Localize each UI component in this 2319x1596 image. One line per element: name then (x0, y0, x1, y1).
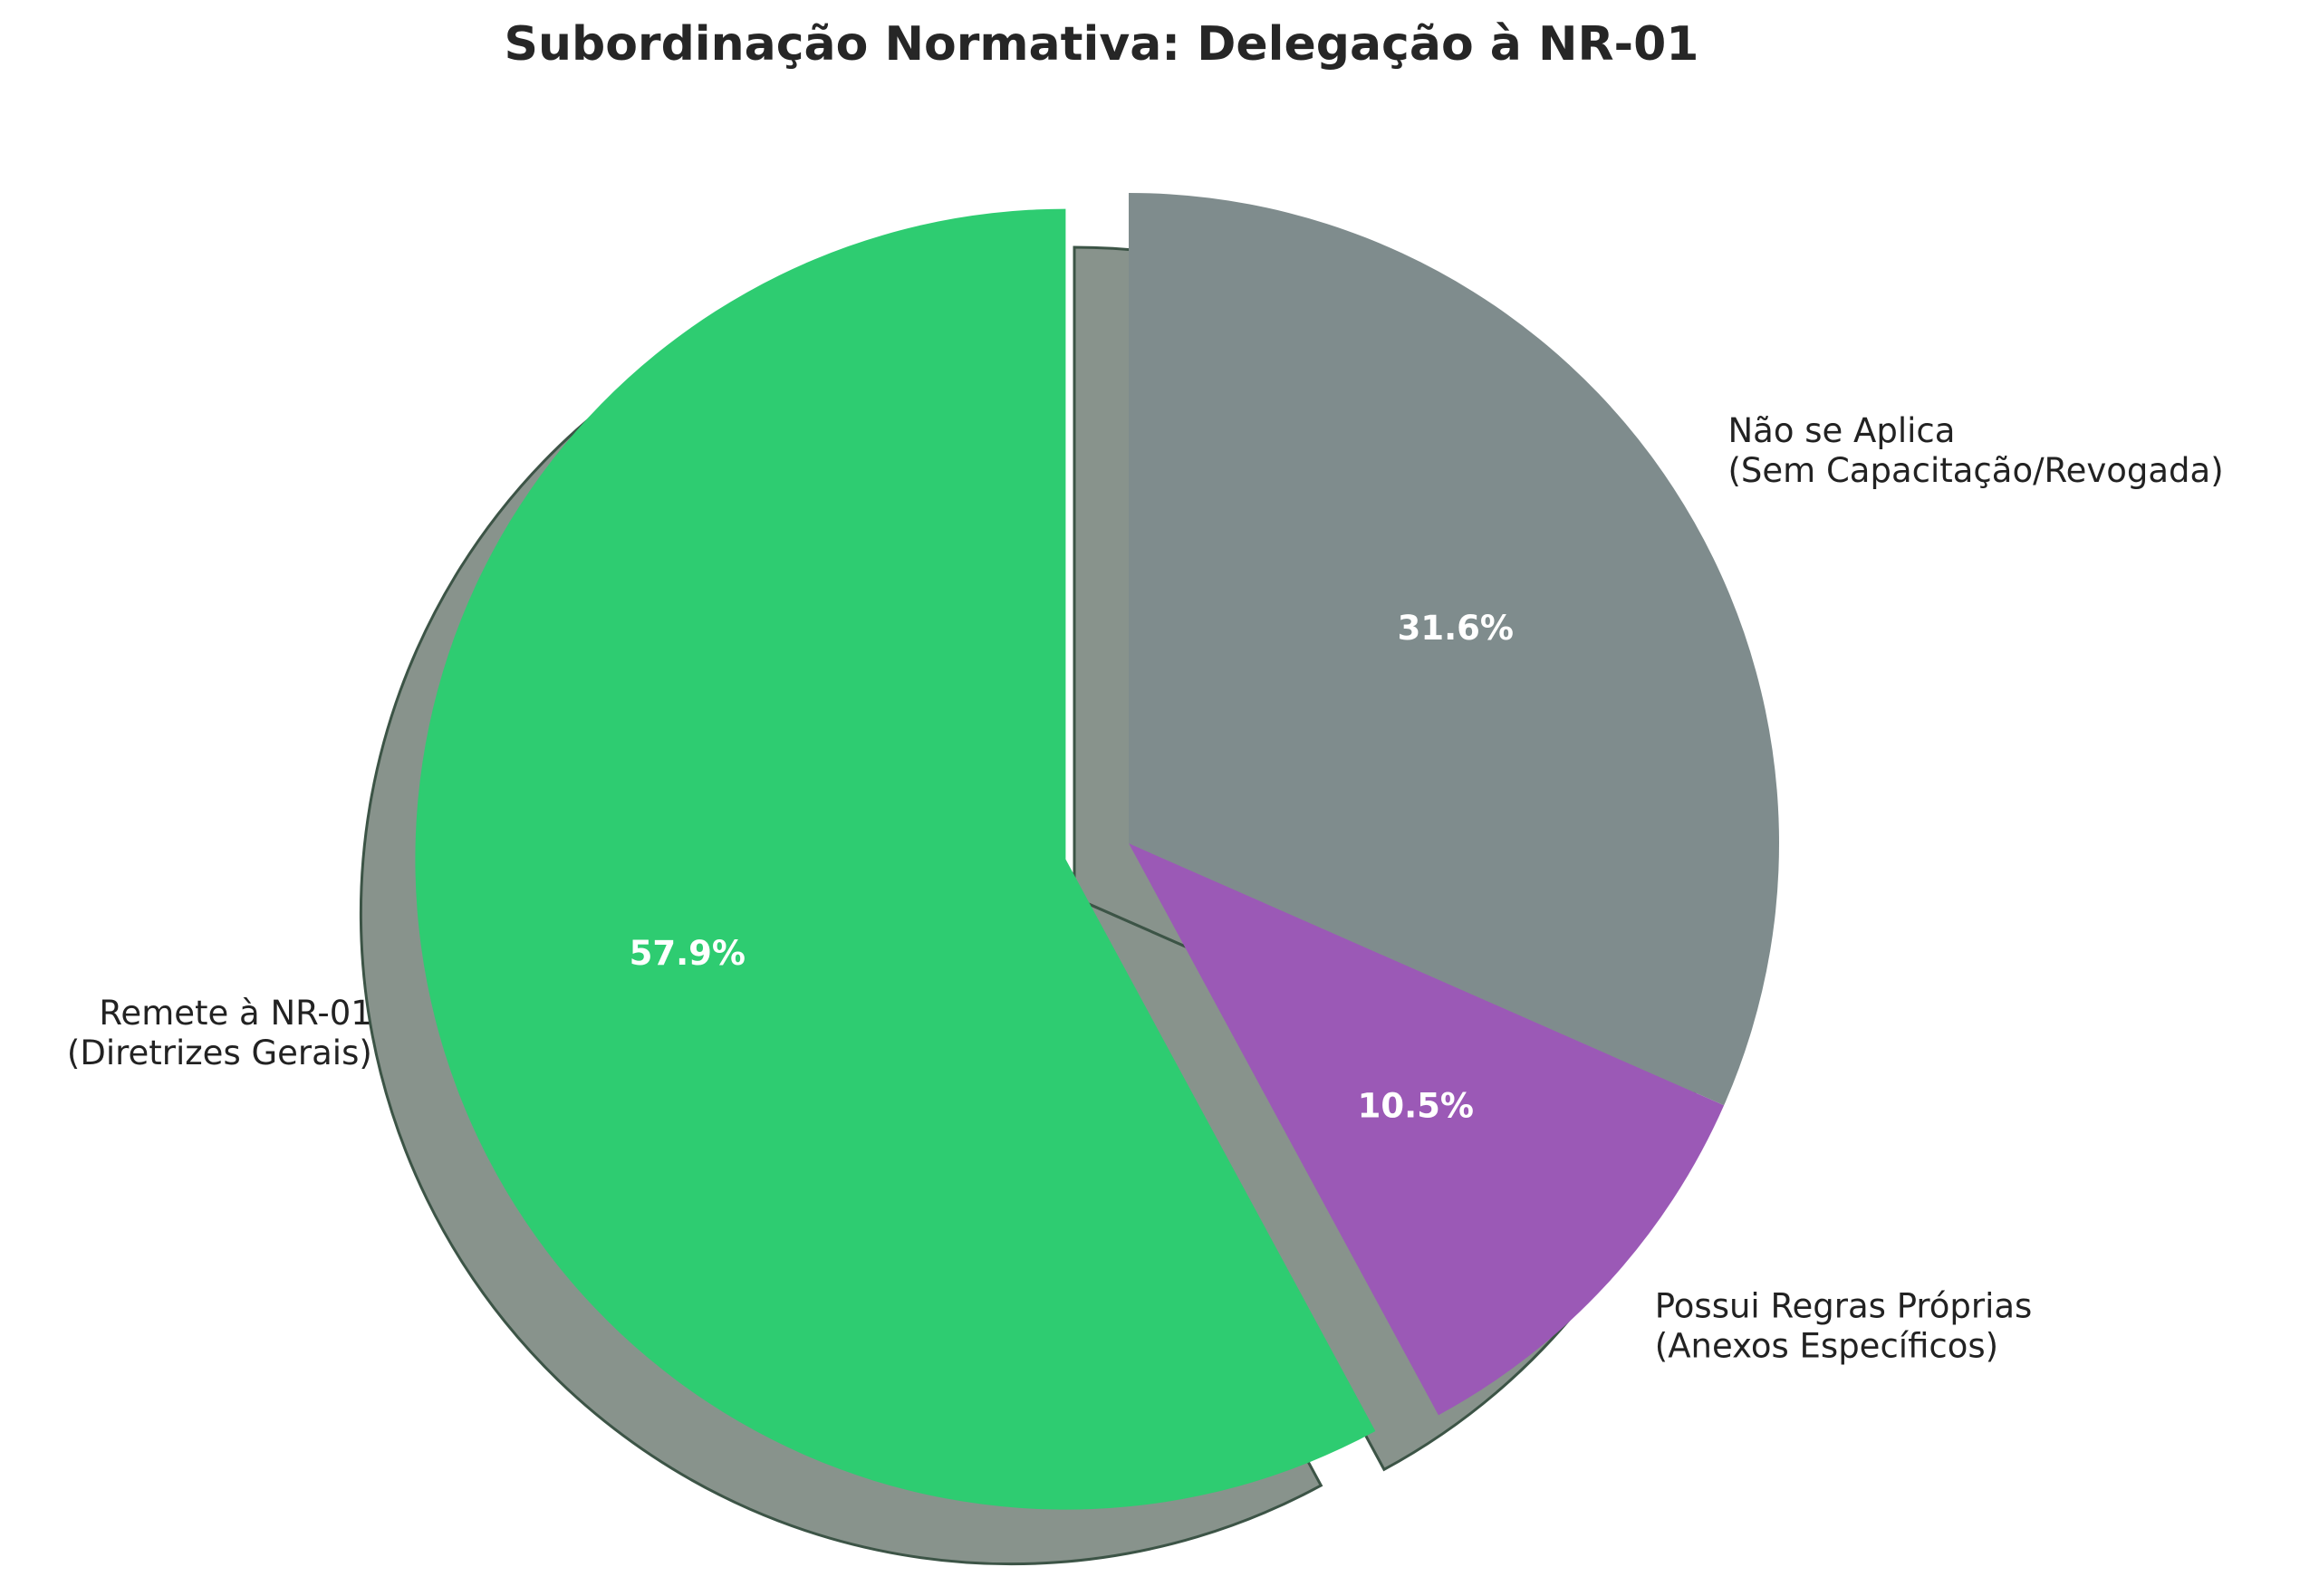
wedge (1129, 843, 1725, 1416)
slice-label: Remete à NR-01 (99, 994, 371, 1033)
percent-label: 57.9% (630, 934, 746, 973)
wedge (415, 208, 1376, 1510)
slice-label: (Sem Capacitação/Revogada) (1727, 451, 2223, 490)
slice-label: (Anexos Específicos) (1655, 1327, 1998, 1366)
slice-label: Possui Regras Próprias (1655, 1287, 2033, 1326)
slice-label: (Diretrizes Gerais) (67, 1034, 372, 1072)
percent-label: 31.6% (1398, 609, 1514, 648)
percent-label: 10.5% (1358, 1086, 1474, 1125)
chart-title: Subordinação Normativa: Delegação à NR-0… (505, 17, 1699, 72)
wedge (1129, 193, 1779, 1106)
slice-label: Não se Aplica (1727, 411, 1955, 450)
